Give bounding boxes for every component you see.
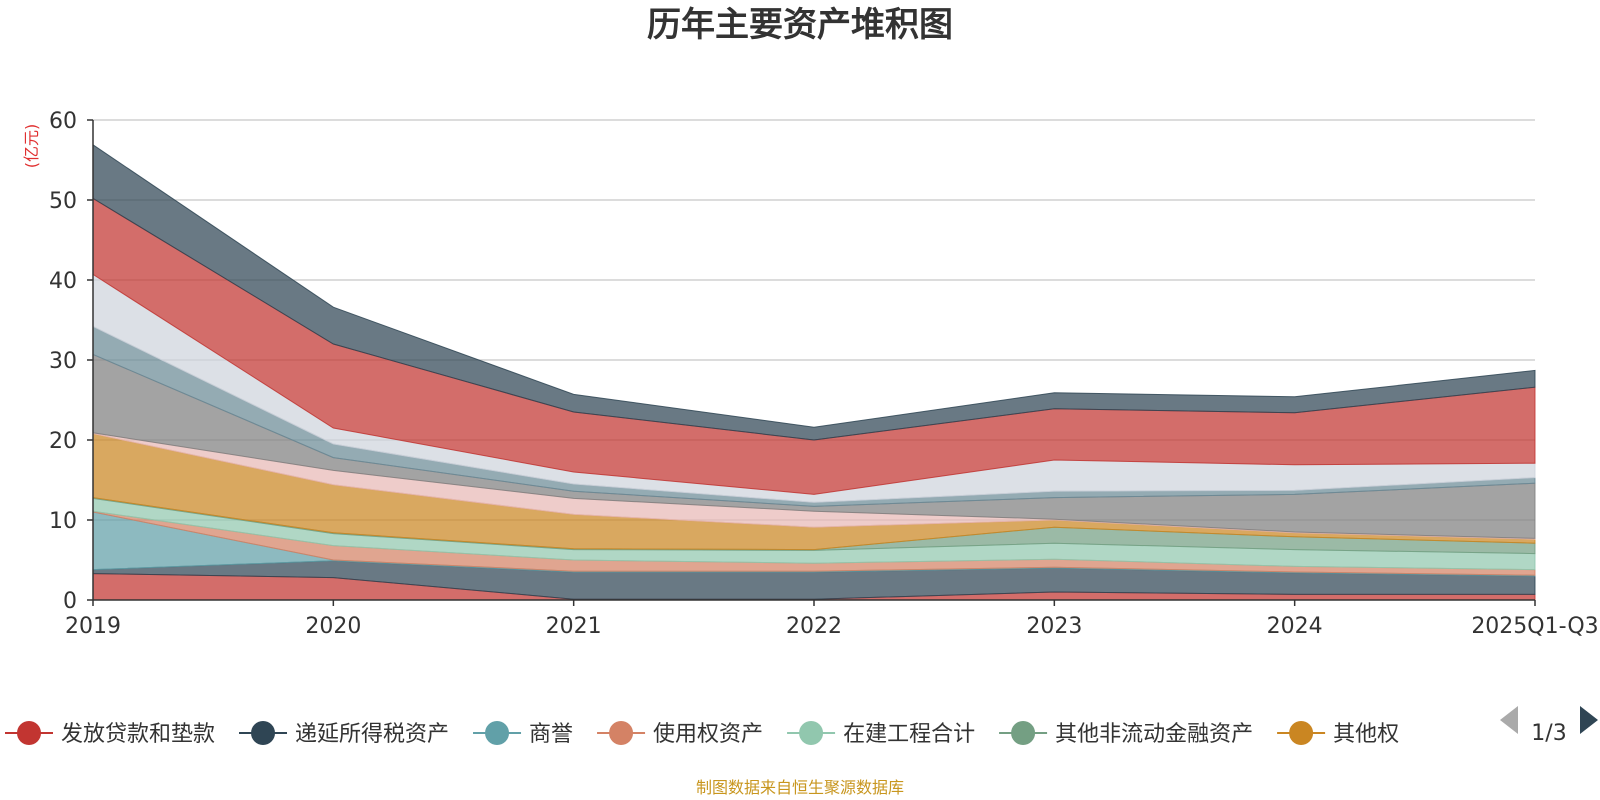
legend-item[interactable]: 发放贷款和垫款 [5,721,215,747]
legend-item[interactable]: 在建工程合计 [787,721,975,747]
legend-label: 商誉 [529,722,573,747]
area-series-12 [92,143,1536,441]
x-tick-label: 2022 [786,614,842,639]
y-tick-label: 10 [49,509,77,534]
y-tick-label: 30 [49,349,77,374]
legend-label: 在建工程合计 [843,722,975,747]
x-tick-label: 2024 [1267,614,1323,639]
legend-pager: 1/3 [1500,706,1598,746]
data-source-note: 制图数据来自恒生聚源数据库 [696,778,904,797]
x-tick-labels: 2019 2020 2021 2022 2023 2024 2025Q1-Q3 [65,600,1599,639]
x-tick-label: 2023 [1026,614,1082,639]
legend-swatch-icon [485,721,510,745]
legend-swatch-icon [1011,721,1036,745]
y-tick-labels: 0 10 20 30 40 50 60 [49,109,93,614]
chart-title: 历年主要资产堆积图 [647,5,953,45]
legend-item[interactable]: 递延所得税资产 [239,721,449,747]
legend-swatch-icon [251,721,276,745]
legend-swatch-icon [609,721,634,745]
y-tick-label: 60 [49,109,77,134]
legend-item[interactable]: 使用权资产 [597,721,763,747]
legend-page-indicator: 1/3 [1531,721,1566,746]
legend[interactable]: 发放贷款和垫款 递延所得税资产 商誉 使用权资产 在建工程合计 其他非流动金融资产 其他权 [5,721,1399,747]
y-tick-label: 20 [49,429,77,454]
legend-item[interactable]: 商誉 [473,721,573,747]
legend-item[interactable]: 其他权 [1277,721,1399,747]
x-tick-label: 2025Q1-Q3 [1471,614,1598,639]
legend-swatch-icon [799,721,824,745]
legend-next-arrow-icon[interactable] [1580,706,1598,734]
legend-item[interactable]: 其他非流动金融资产 [999,721,1253,747]
y-tick-label: 0 [63,589,77,614]
y-tick-label: 50 [49,189,77,214]
legend-label: 递延所得税资产 [295,722,449,747]
legend-label: 其他非流动金融资产 [1055,722,1253,747]
legend-swatch-icon [1289,721,1314,745]
x-tick-label: 2020 [305,614,361,639]
legend-swatch-icon [17,721,41,745]
legend-label: 发放贷款和垫款 [61,722,215,747]
legend-label: 使用权资产 [653,722,763,747]
legend-label: 其他权 [1333,722,1399,747]
x-tick-label: 2019 [65,614,121,639]
y-axis-unit-label: (亿元) [22,124,41,169]
legend-prev-arrow-icon[interactable] [1500,706,1518,734]
x-tick-label: 2021 [546,614,602,639]
y-tick-label: 40 [49,269,77,294]
stacked-areas [92,143,1536,601]
